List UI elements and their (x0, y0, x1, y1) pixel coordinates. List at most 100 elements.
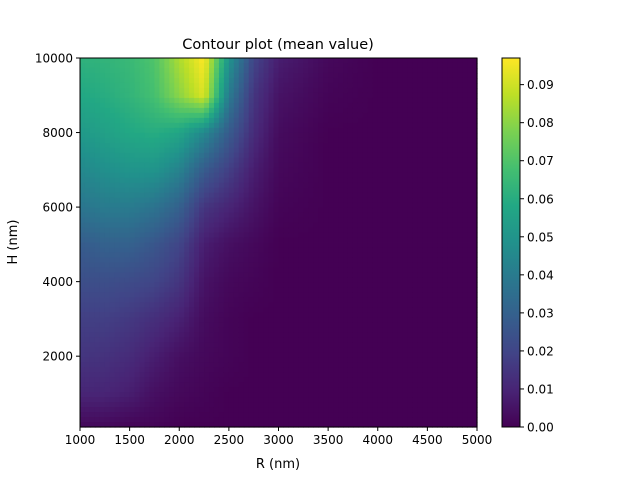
heatmap-cell (223, 172, 230, 179)
heatmap-cell (99, 167, 106, 174)
heatmap-cell (89, 287, 96, 293)
heatmap-cell (194, 112, 200, 119)
heatmap-cell (392, 182, 399, 189)
heatmap-cell (367, 82, 374, 89)
heatmap-cell (283, 102, 290, 109)
heatmap-cell (159, 162, 165, 169)
heatmap-cell (109, 202, 116, 209)
heatmap-cell (184, 257, 190, 264)
heatmap-cell (129, 202, 136, 209)
heatmap-cell (347, 197, 354, 204)
heatmap-cell (333, 82, 339, 89)
heatmap-cell (298, 147, 304, 154)
heatmap-cell (347, 342, 354, 348)
heatmap-cell (268, 122, 275, 129)
heatmap-cell (223, 352, 230, 358)
heatmap-cell (238, 297, 245, 303)
heatmap-cell (199, 277, 205, 283)
heatmap-cell (347, 152, 354, 159)
heatmap-cell (328, 97, 334, 104)
heatmap-cell (223, 122, 230, 129)
heatmap-cell (204, 317, 210, 323)
heatmap-cell (164, 357, 170, 363)
heatmap-cell (347, 247, 354, 254)
heatmap-cell (288, 202, 294, 209)
heatmap-cell (184, 232, 190, 239)
heatmap-cell (109, 342, 116, 348)
heatmap-cell (392, 277, 399, 283)
heatmap-cell (357, 307, 364, 313)
heatmap-cell (313, 372, 319, 378)
heatmap-cell (352, 197, 359, 204)
heatmap-cell (288, 272, 294, 279)
heatmap-cell (218, 157, 225, 164)
heatmap-cell (174, 187, 180, 194)
heatmap-cell (228, 412, 235, 418)
heatmap-cell (377, 402, 384, 408)
heatmap-cell (402, 342, 409, 348)
heatmap-cell (209, 257, 215, 264)
heatmap-cell (333, 312, 339, 318)
heatmap-cell (372, 102, 379, 109)
heatmap-cell (149, 207, 156, 214)
heatmap-cell (129, 242, 136, 249)
heatmap-cell (80, 107, 86, 114)
heatmap-cell (303, 242, 309, 249)
heatmap-cell (303, 332, 309, 338)
heatmap-cell (94, 377, 101, 383)
heatmap-cell (308, 307, 314, 313)
heatmap-cell (313, 217, 319, 224)
heatmap-cell (308, 77, 314, 84)
heatmap-cell (238, 87, 245, 94)
heatmap-cell (258, 362, 265, 368)
heatmap-cell (104, 92, 111, 99)
heatmap-cell (213, 207, 220, 214)
heatmap-cell (278, 152, 285, 159)
heatmap-cell (144, 332, 151, 338)
heatmap-cell (258, 297, 265, 303)
heatmap-cell (124, 102, 131, 109)
heatmap-cell (223, 412, 230, 418)
heatmap-cell (387, 257, 394, 264)
heatmap-cell (164, 277, 170, 283)
heatmap-cell (362, 402, 369, 408)
heatmap-cell (89, 382, 96, 388)
heatmap-cell (213, 282, 220, 288)
heatmap-cell (144, 372, 151, 378)
heatmap-cell (382, 357, 389, 363)
heatmap-cell (179, 282, 185, 288)
heatmap-cell (154, 347, 160, 353)
heatmap-cell (124, 162, 131, 169)
heatmap-cell (124, 292, 131, 298)
heatmap-cell (189, 322, 195, 328)
heatmap-cell (283, 332, 290, 338)
heatmap-cell (397, 327, 404, 333)
heatmap-cell (392, 397, 399, 403)
heatmap-cell (189, 287, 195, 293)
heatmap-cell (382, 247, 389, 254)
heatmap-cell (213, 82, 220, 89)
heatmap-cell (303, 172, 309, 179)
heatmap-cell (352, 397, 359, 403)
heatmap-cell (80, 347, 86, 353)
heatmap-cell (184, 357, 190, 363)
heatmap-cell (94, 287, 101, 293)
heatmap-cell (343, 422, 349, 428)
heatmap-cell (84, 62, 91, 69)
heatmap-cell (139, 417, 146, 423)
heatmap-cell (362, 242, 369, 249)
heatmap-cell (233, 257, 240, 264)
heatmap-cell (338, 72, 344, 79)
heatmap-cell (402, 297, 409, 303)
heatmap-cell (258, 382, 265, 388)
heatmap-cell (194, 202, 200, 209)
heatmap-cell (94, 222, 101, 229)
heatmap-cell (273, 67, 280, 74)
heatmap-cell (179, 207, 185, 214)
heatmap-cell (362, 337, 369, 343)
heatmap-cell (263, 102, 270, 109)
heatmap-cell (258, 357, 265, 363)
heatmap-cell (268, 162, 275, 169)
heatmap-cell (268, 242, 275, 249)
heatmap-cell (387, 167, 394, 174)
